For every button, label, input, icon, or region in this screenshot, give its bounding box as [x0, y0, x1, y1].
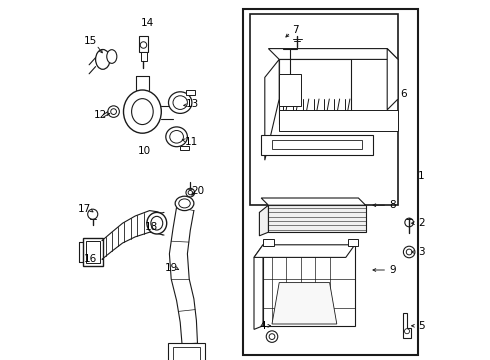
Bar — [347, 239, 358, 246]
Text: 18: 18 — [145, 222, 158, 232]
Bar — [250, 14, 398, 205]
Bar — [279, 59, 351, 124]
Polygon shape — [272, 283, 337, 324]
Text: 16: 16 — [84, 254, 98, 264]
Text: 1: 1 — [418, 171, 425, 181]
Bar — [86, 241, 99, 263]
Polygon shape — [279, 110, 398, 131]
Bar — [272, 140, 362, 149]
Bar — [263, 245, 355, 326]
Ellipse shape — [132, 99, 153, 125]
Text: 3: 3 — [418, 247, 425, 257]
Text: 17: 17 — [78, 204, 92, 214]
Bar — [243, 9, 418, 355]
Ellipse shape — [173, 96, 187, 109]
Text: 11: 11 — [184, 137, 197, 147]
Bar — [139, 36, 148, 52]
Ellipse shape — [170, 130, 183, 143]
Text: 6: 6 — [400, 89, 407, 99]
Bar — [186, 90, 195, 95]
Polygon shape — [261, 198, 366, 205]
Ellipse shape — [179, 199, 190, 208]
Ellipse shape — [123, 90, 161, 133]
Bar — [279, 74, 301, 106]
Ellipse shape — [169, 92, 192, 113]
Polygon shape — [259, 205, 269, 236]
Ellipse shape — [151, 216, 163, 230]
Text: 2: 2 — [418, 218, 425, 228]
Text: 19: 19 — [165, 263, 178, 273]
Polygon shape — [254, 245, 355, 257]
Polygon shape — [83, 238, 103, 266]
Text: 7: 7 — [292, 24, 299, 35]
Bar — [180, 146, 189, 150]
Bar — [141, 52, 147, 61]
Ellipse shape — [175, 196, 194, 211]
Bar — [168, 343, 205, 360]
Polygon shape — [269, 49, 398, 59]
Ellipse shape — [147, 212, 167, 234]
Text: 10: 10 — [138, 146, 151, 156]
Text: 4: 4 — [259, 321, 266, 331]
Polygon shape — [403, 313, 411, 338]
Ellipse shape — [96, 50, 110, 69]
Text: 12: 12 — [94, 110, 107, 120]
Text: 8: 8 — [389, 200, 396, 210]
Polygon shape — [265, 59, 279, 160]
Text: 14: 14 — [141, 18, 154, 28]
Bar — [269, 205, 366, 232]
Circle shape — [88, 209, 98, 219]
Text: 15: 15 — [84, 36, 98, 46]
Bar — [261, 135, 373, 155]
Ellipse shape — [166, 127, 187, 147]
Ellipse shape — [107, 50, 117, 63]
Text: 9: 9 — [389, 265, 396, 275]
Polygon shape — [254, 245, 263, 329]
Text: 5: 5 — [418, 321, 425, 331]
Polygon shape — [387, 49, 398, 110]
Text: 20: 20 — [192, 186, 205, 196]
Bar — [263, 239, 274, 246]
Text: 13: 13 — [186, 99, 199, 109]
Bar — [173, 347, 200, 360]
